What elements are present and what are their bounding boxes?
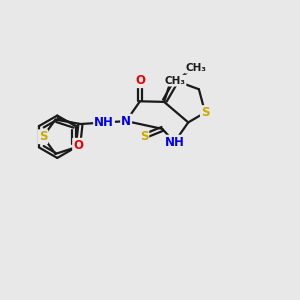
Text: S: S — [201, 106, 209, 119]
Text: CH₃: CH₃ — [185, 63, 206, 73]
Text: O: O — [73, 139, 83, 152]
Text: S: S — [39, 130, 47, 143]
Text: NH: NH — [94, 116, 114, 129]
Text: N: N — [121, 115, 131, 128]
Text: S: S — [140, 130, 148, 143]
Text: CH₃: CH₃ — [164, 76, 185, 86]
Text: O: O — [135, 74, 145, 87]
Text: NH: NH — [164, 136, 184, 149]
